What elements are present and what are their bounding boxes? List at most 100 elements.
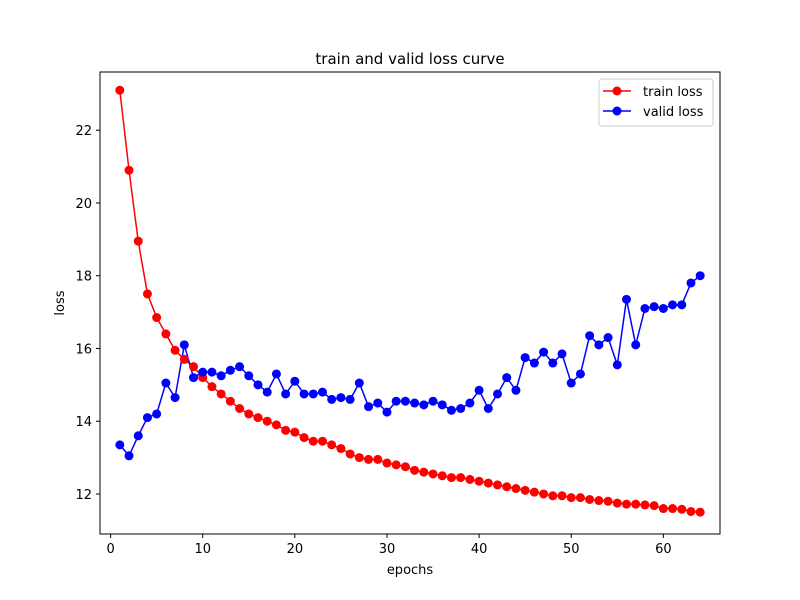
- train-loss-point: [502, 482, 512, 492]
- train-loss-point: [152, 313, 162, 323]
- train-loss-point: [271, 420, 281, 430]
- valid-loss-point: [124, 451, 134, 461]
- valid-loss-point: [502, 373, 512, 383]
- valid-loss-point: [345, 394, 355, 404]
- valid-loss-point: [419, 400, 429, 410]
- train-loss-point: [603, 496, 613, 506]
- x-tick-label: 20: [287, 542, 304, 557]
- valid-loss-point: [336, 393, 346, 403]
- legend-train-marker: [612, 86, 622, 96]
- train-loss-point: [594, 496, 604, 506]
- train-loss-point: [225, 396, 235, 406]
- valid-loss-point: [446, 405, 456, 415]
- x-axis-label: epochs: [387, 563, 434, 578]
- train-loss-point: [354, 453, 364, 463]
- train-loss-point: [382, 458, 392, 468]
- train-loss-point: [262, 416, 272, 426]
- x-tick-label: 0: [106, 542, 114, 557]
- valid-loss-point: [695, 271, 705, 281]
- train-loss-point: [621, 499, 631, 509]
- valid-loss-point: [382, 407, 392, 417]
- valid-loss-point: [198, 367, 208, 377]
- y-axis-label: loss: [53, 290, 68, 315]
- train-loss-point: [456, 473, 466, 483]
- valid-loss-point: [677, 300, 687, 310]
- train-loss-point: [299, 433, 309, 443]
- valid-loss-point: [640, 303, 650, 313]
- valid-loss-point: [566, 378, 576, 388]
- valid-loss-point: [612, 360, 622, 370]
- train-loss-point: [244, 409, 254, 419]
- train-loss-point: [290, 427, 300, 437]
- valid-loss-point: [621, 294, 631, 304]
- train-loss-point: [345, 449, 355, 459]
- valid-loss-point: [152, 409, 162, 419]
- train-loss-point: [446, 473, 456, 483]
- valid-loss-line: [119, 275, 701, 458]
- train-loss-point: [189, 362, 199, 372]
- valid-loss-point: [142, 413, 152, 423]
- y-tick-label: 16: [75, 342, 92, 357]
- train-loss-point: [511, 484, 521, 494]
- train-loss-point: [428, 469, 438, 479]
- valid-loss-point: [244, 371, 254, 381]
- y-tick-label: 22: [75, 124, 92, 139]
- train-loss-point: [612, 498, 622, 508]
- valid-loss-point: [437, 400, 447, 410]
- valid-loss-point: [410, 398, 420, 408]
- valid-loss-point: [520, 353, 530, 363]
- train-loss-point: [336, 444, 346, 454]
- train-loss-point: [658, 504, 668, 514]
- train-loss-point: [170, 345, 180, 355]
- valid-loss-point: [585, 331, 595, 341]
- valid-loss-point: [428, 396, 438, 406]
- valid-loss-point: [686, 278, 696, 288]
- y-tick-label: 14: [75, 415, 92, 430]
- train-loss-point: [216, 389, 226, 399]
- train-loss-point: [631, 499, 641, 509]
- train-loss-point: [179, 354, 189, 364]
- valid-loss-point: [474, 385, 484, 395]
- valid-loss-point: [317, 387, 327, 397]
- train-loss-point: [465, 474, 475, 484]
- train-loss-point: [649, 501, 659, 511]
- valid-loss-point: [290, 376, 300, 386]
- y-axis: 12 14 16 18 20 22: [75, 124, 100, 503]
- train-loss-point: [133, 236, 143, 246]
- valid-loss-point: [354, 378, 364, 388]
- valid-loss-point: [170, 393, 180, 403]
- legend-valid-marker: [612, 106, 622, 116]
- train-loss-point: [640, 500, 650, 510]
- train-loss-point: [437, 471, 447, 481]
- train-loss-point: [308, 436, 318, 446]
- y-tick-label: 20: [75, 197, 92, 212]
- valid-loss-point: [327, 394, 337, 404]
- valid-loss-point: [161, 378, 171, 388]
- train-loss-point: [695, 507, 705, 517]
- valid-loss-point: [594, 340, 604, 350]
- train-loss-point: [281, 425, 291, 435]
- x-tick-label: 60: [655, 542, 672, 557]
- train-loss-point: [686, 506, 696, 516]
- valid-loss-point: [668, 300, 678, 310]
- valid-loss-point: [631, 340, 641, 350]
- y-tick-label: 12: [75, 488, 92, 503]
- valid-loss-point: [364, 402, 374, 412]
- train-loss-point: [235, 404, 245, 413]
- train-loss-point: [391, 460, 401, 470]
- valid-loss-point: [179, 340, 189, 350]
- train-loss-point: [557, 491, 567, 501]
- x-tick-label: 30: [379, 542, 396, 557]
- x-tick-label: 40: [471, 542, 488, 557]
- train-loss-line: [119, 90, 701, 513]
- train-loss-point: [253, 413, 263, 423]
- valid-loss-point: [603, 333, 613, 343]
- valid-loss-point: [391, 396, 401, 406]
- train-loss-point: [566, 493, 576, 503]
- x-tick-label: 50: [563, 542, 580, 557]
- train-loss-point: [668, 504, 678, 514]
- valid-loss-point: [299, 389, 309, 399]
- chart-title: train and valid loss curve: [315, 50, 504, 68]
- valid-loss-point: [133, 431, 143, 441]
- valid-loss-point: [207, 367, 217, 377]
